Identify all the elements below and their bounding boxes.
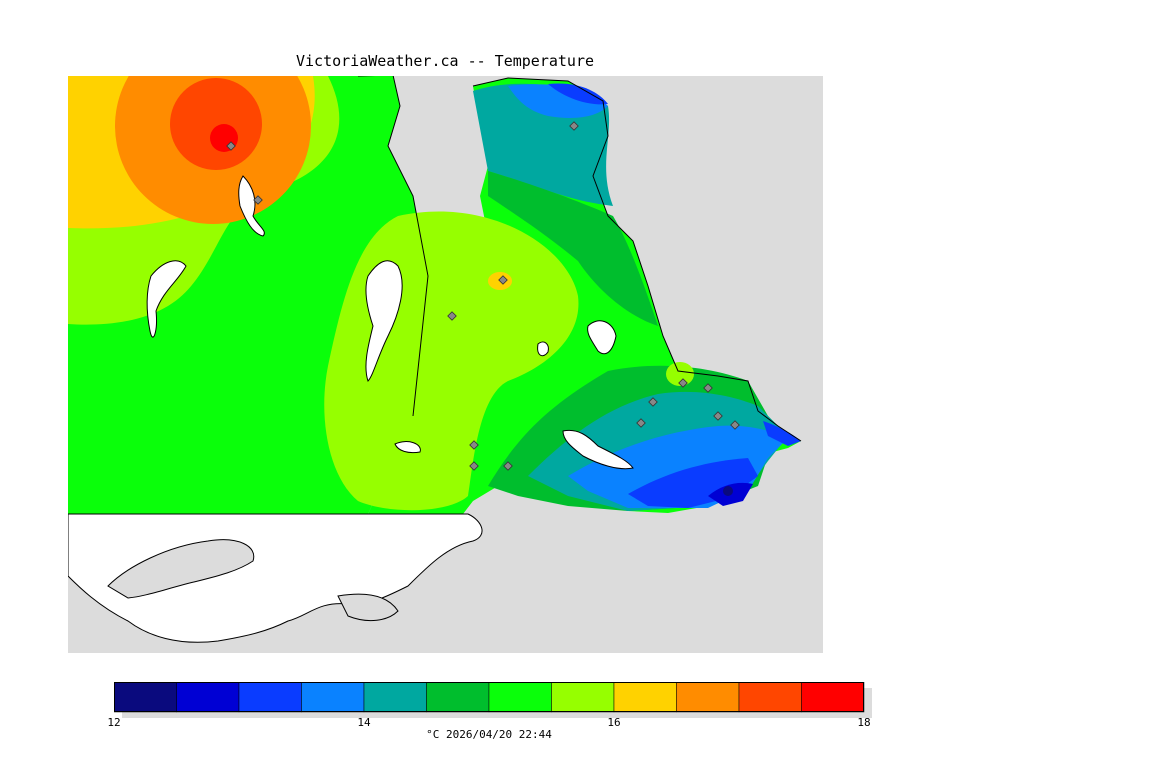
color-scale-bar [113, 681, 872, 718]
temperature-map-canvas [68, 76, 823, 653]
station-marker[interactable] [469, 461, 479, 471]
scale-band-6 [488, 681, 552, 713]
timestamp: 2026/04/20 22:44 [445, 728, 552, 741]
map-title: VictoriaWeather.ca -- Temperature [295, 52, 594, 70]
scale-band-3 [301, 681, 365, 713]
scale-border [114, 682, 864, 712]
lake-west [146, 260, 187, 338]
scale-band-11 [801, 681, 865, 713]
scale-tick-12: 12 [107, 716, 121, 729]
station-marker[interactable] [703, 383, 713, 393]
lake-east [587, 320, 617, 355]
units-label: °C [426, 728, 440, 741]
inlet-central [365, 260, 403, 382]
scale-band-5 [426, 681, 490, 713]
station-marker[interactable] [503, 461, 513, 471]
station-marker[interactable] [678, 378, 688, 388]
cool-zone-south-12 [723, 486, 733, 496]
warm-zone-17 [170, 78, 262, 170]
water-strait [68, 513, 483, 643]
units-and-timestamp: °C 2026/04/20 22:44 [114, 728, 864, 741]
scale-tick-16: 16 [607, 716, 621, 729]
scale-tick-14: 14 [357, 716, 371, 729]
station-marker[interactable] [648, 397, 658, 407]
lake-northwest [238, 175, 265, 237]
harbour-inlet [562, 429, 634, 470]
scale-band-10 [738, 681, 802, 713]
pond-south [394, 441, 421, 454]
pond-east [537, 341, 549, 357]
station-marker[interactable] [226, 141, 236, 151]
temperature-map [68, 76, 823, 653]
station-marker[interactable] [713, 411, 723, 421]
scale-band-0 [113, 681, 177, 713]
scale-band-2 [238, 681, 302, 713]
station-marker[interactable] [469, 440, 479, 450]
scale-band-9 [676, 681, 740, 713]
station-marker[interactable] [569, 121, 579, 131]
station-marker[interactable] [498, 275, 508, 285]
cool-zone-east-tip [763, 421, 801, 446]
scale-tick-18: 18 [857, 716, 871, 729]
scale-band-4 [363, 681, 427, 713]
scale-band-7 [551, 681, 615, 713]
scale-band-8 [613, 681, 677, 713]
station-marker[interactable] [730, 420, 740, 430]
weather-stations [226, 121, 740, 471]
temperature-scale: 12 14 16 18 °C 2026/04/20 22:44 [107, 681, 874, 742]
east-warm-spot [666, 362, 694, 386]
islet-south [337, 593, 399, 622]
station-marker[interactable] [253, 195, 263, 205]
cool-zone-northeast-14-5 [488, 171, 658, 326]
coastline [358, 76, 802, 442]
station-marker[interactable] [447, 311, 457, 321]
island-south [107, 539, 255, 599]
station-marker[interactable] [636, 418, 646, 428]
scale-band-1 [176, 681, 240, 713]
cool-zone-north-13 [548, 83, 608, 105]
